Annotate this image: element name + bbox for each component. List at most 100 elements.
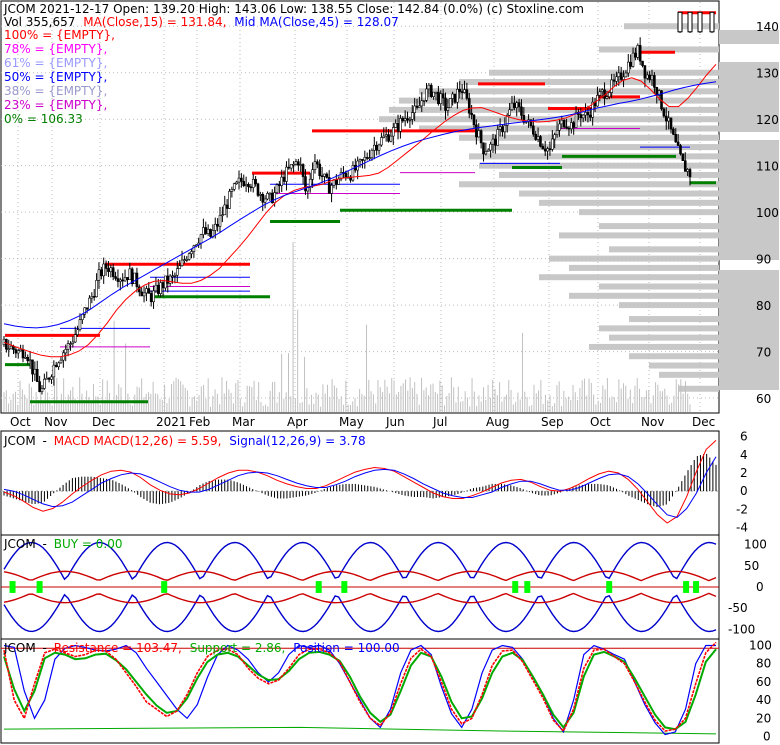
price-x-tick-14: Dec <box>692 415 715 429</box>
candle-body <box>71 341 75 344</box>
candle-body <box>204 227 208 234</box>
candle-body <box>432 91 435 97</box>
candle-body <box>244 183 248 187</box>
candle-body <box>57 362 60 368</box>
candle-body <box>361 159 364 161</box>
candle-body <box>358 159 362 162</box>
candle-body <box>448 98 452 109</box>
candle-body <box>133 272 136 285</box>
candle-body <box>389 135 393 142</box>
candle-body <box>515 102 519 109</box>
macd-y-tick-2: 2 <box>740 466 748 480</box>
macd-y-tick--4: -4 <box>736 521 748 535</box>
candle-body <box>292 163 295 166</box>
candle-body <box>491 138 495 145</box>
volume-profile-bar <box>599 283 719 290</box>
volume-profile-bar <box>609 246 719 253</box>
candle-body <box>102 263 105 277</box>
volume-profile-bar <box>719 62 779 132</box>
candle-body <box>503 125 507 133</box>
volume-profile-bar <box>609 334 719 341</box>
candle-body <box>225 204 229 209</box>
candle-body <box>697 11 703 33</box>
rsp-y-tick-60: 60 <box>756 675 771 689</box>
candle-body <box>458 89 462 92</box>
macd-line <box>3 440 717 524</box>
fib-level-1: 78% = {EMPTY}, <box>4 42 107 56</box>
candle-body <box>14 349 18 354</box>
candle-body <box>316 161 319 165</box>
candle-body <box>709 11 715 33</box>
candle-body <box>441 93 445 99</box>
candle-body <box>422 100 426 102</box>
candle-body <box>202 227 205 235</box>
candle-body <box>622 76 625 80</box>
candle-body <box>156 284 160 294</box>
candle-body <box>387 134 390 142</box>
candle-body <box>683 160 687 172</box>
candle-body <box>230 189 234 192</box>
fib-level-6: 0% = 106.33 <box>4 112 83 126</box>
candle-body <box>166 275 170 284</box>
candle-body <box>52 364 56 378</box>
candle-body <box>116 278 120 282</box>
price-y-tick-100: 100 <box>756 206 779 220</box>
candle-body <box>657 90 661 96</box>
candle-body <box>520 106 523 116</box>
candle-body <box>35 368 39 382</box>
candle-body <box>270 192 274 204</box>
ma15-legend: MA(Close,15) = 131.84, <box>83 15 226 29</box>
fib-levels-legend: 100% = {EMPTY},78% = {EMPTY},61% = {EMPT… <box>4 28 115 126</box>
candle-body <box>7 348 11 351</box>
candle-body <box>152 290 155 303</box>
candle-body <box>140 291 143 297</box>
candle-body <box>467 98 471 114</box>
volume-profile-bar <box>599 325 719 332</box>
candle-body <box>648 74 651 81</box>
candle-body <box>323 173 326 177</box>
candle-body <box>16 350 20 354</box>
candle-body <box>434 91 438 94</box>
rsp-y-tick-20: 20 <box>756 711 771 725</box>
candle-body <box>232 183 236 190</box>
candle-body <box>73 334 77 343</box>
candle-body <box>612 79 616 82</box>
candle-body <box>686 169 689 172</box>
candle-body <box>266 193 269 200</box>
candle-body <box>494 138 497 146</box>
candle-body <box>273 192 276 204</box>
candle-body <box>145 288 148 294</box>
buy-y-tick-0: 0 <box>756 580 764 594</box>
volume-profile-bar <box>679 385 719 392</box>
volume-profile-bar <box>539 199 719 206</box>
rsp-y-tick-40: 40 <box>756 693 771 707</box>
volume-bars <box>3 242 691 412</box>
candle-body <box>406 118 409 121</box>
candle-body <box>130 268 134 285</box>
price-y-tick-80: 80 <box>756 299 771 313</box>
fib-level-3: 50% = {EMPTY}, <box>4 70 107 84</box>
candle-body <box>522 115 526 123</box>
candle-body <box>586 112 590 116</box>
candle-body <box>662 108 666 117</box>
volume-profile-bar <box>719 140 779 260</box>
candle-body <box>2 338 6 345</box>
candle-body <box>66 343 70 350</box>
candle-body <box>237 177 241 183</box>
volume-profile-bar <box>459 181 719 188</box>
support-level-line <box>3 726 717 735</box>
candle-body <box>69 343 72 345</box>
candle-body <box>90 296 94 299</box>
candle-body <box>142 292 146 297</box>
volume-profile-bar <box>569 292 719 299</box>
candle-body <box>45 377 49 380</box>
candle-body <box>420 100 424 107</box>
buy-y-tick--100: -100 <box>728 622 755 636</box>
macd-y-tick-labels: -4 -2 0 2 4 6 <box>736 430 748 535</box>
candle-body <box>368 157 371 160</box>
candle-body <box>97 269 101 281</box>
candle-body <box>584 112 587 116</box>
candles <box>2 11 715 395</box>
candle-body <box>104 263 108 269</box>
candle-body <box>289 164 293 169</box>
